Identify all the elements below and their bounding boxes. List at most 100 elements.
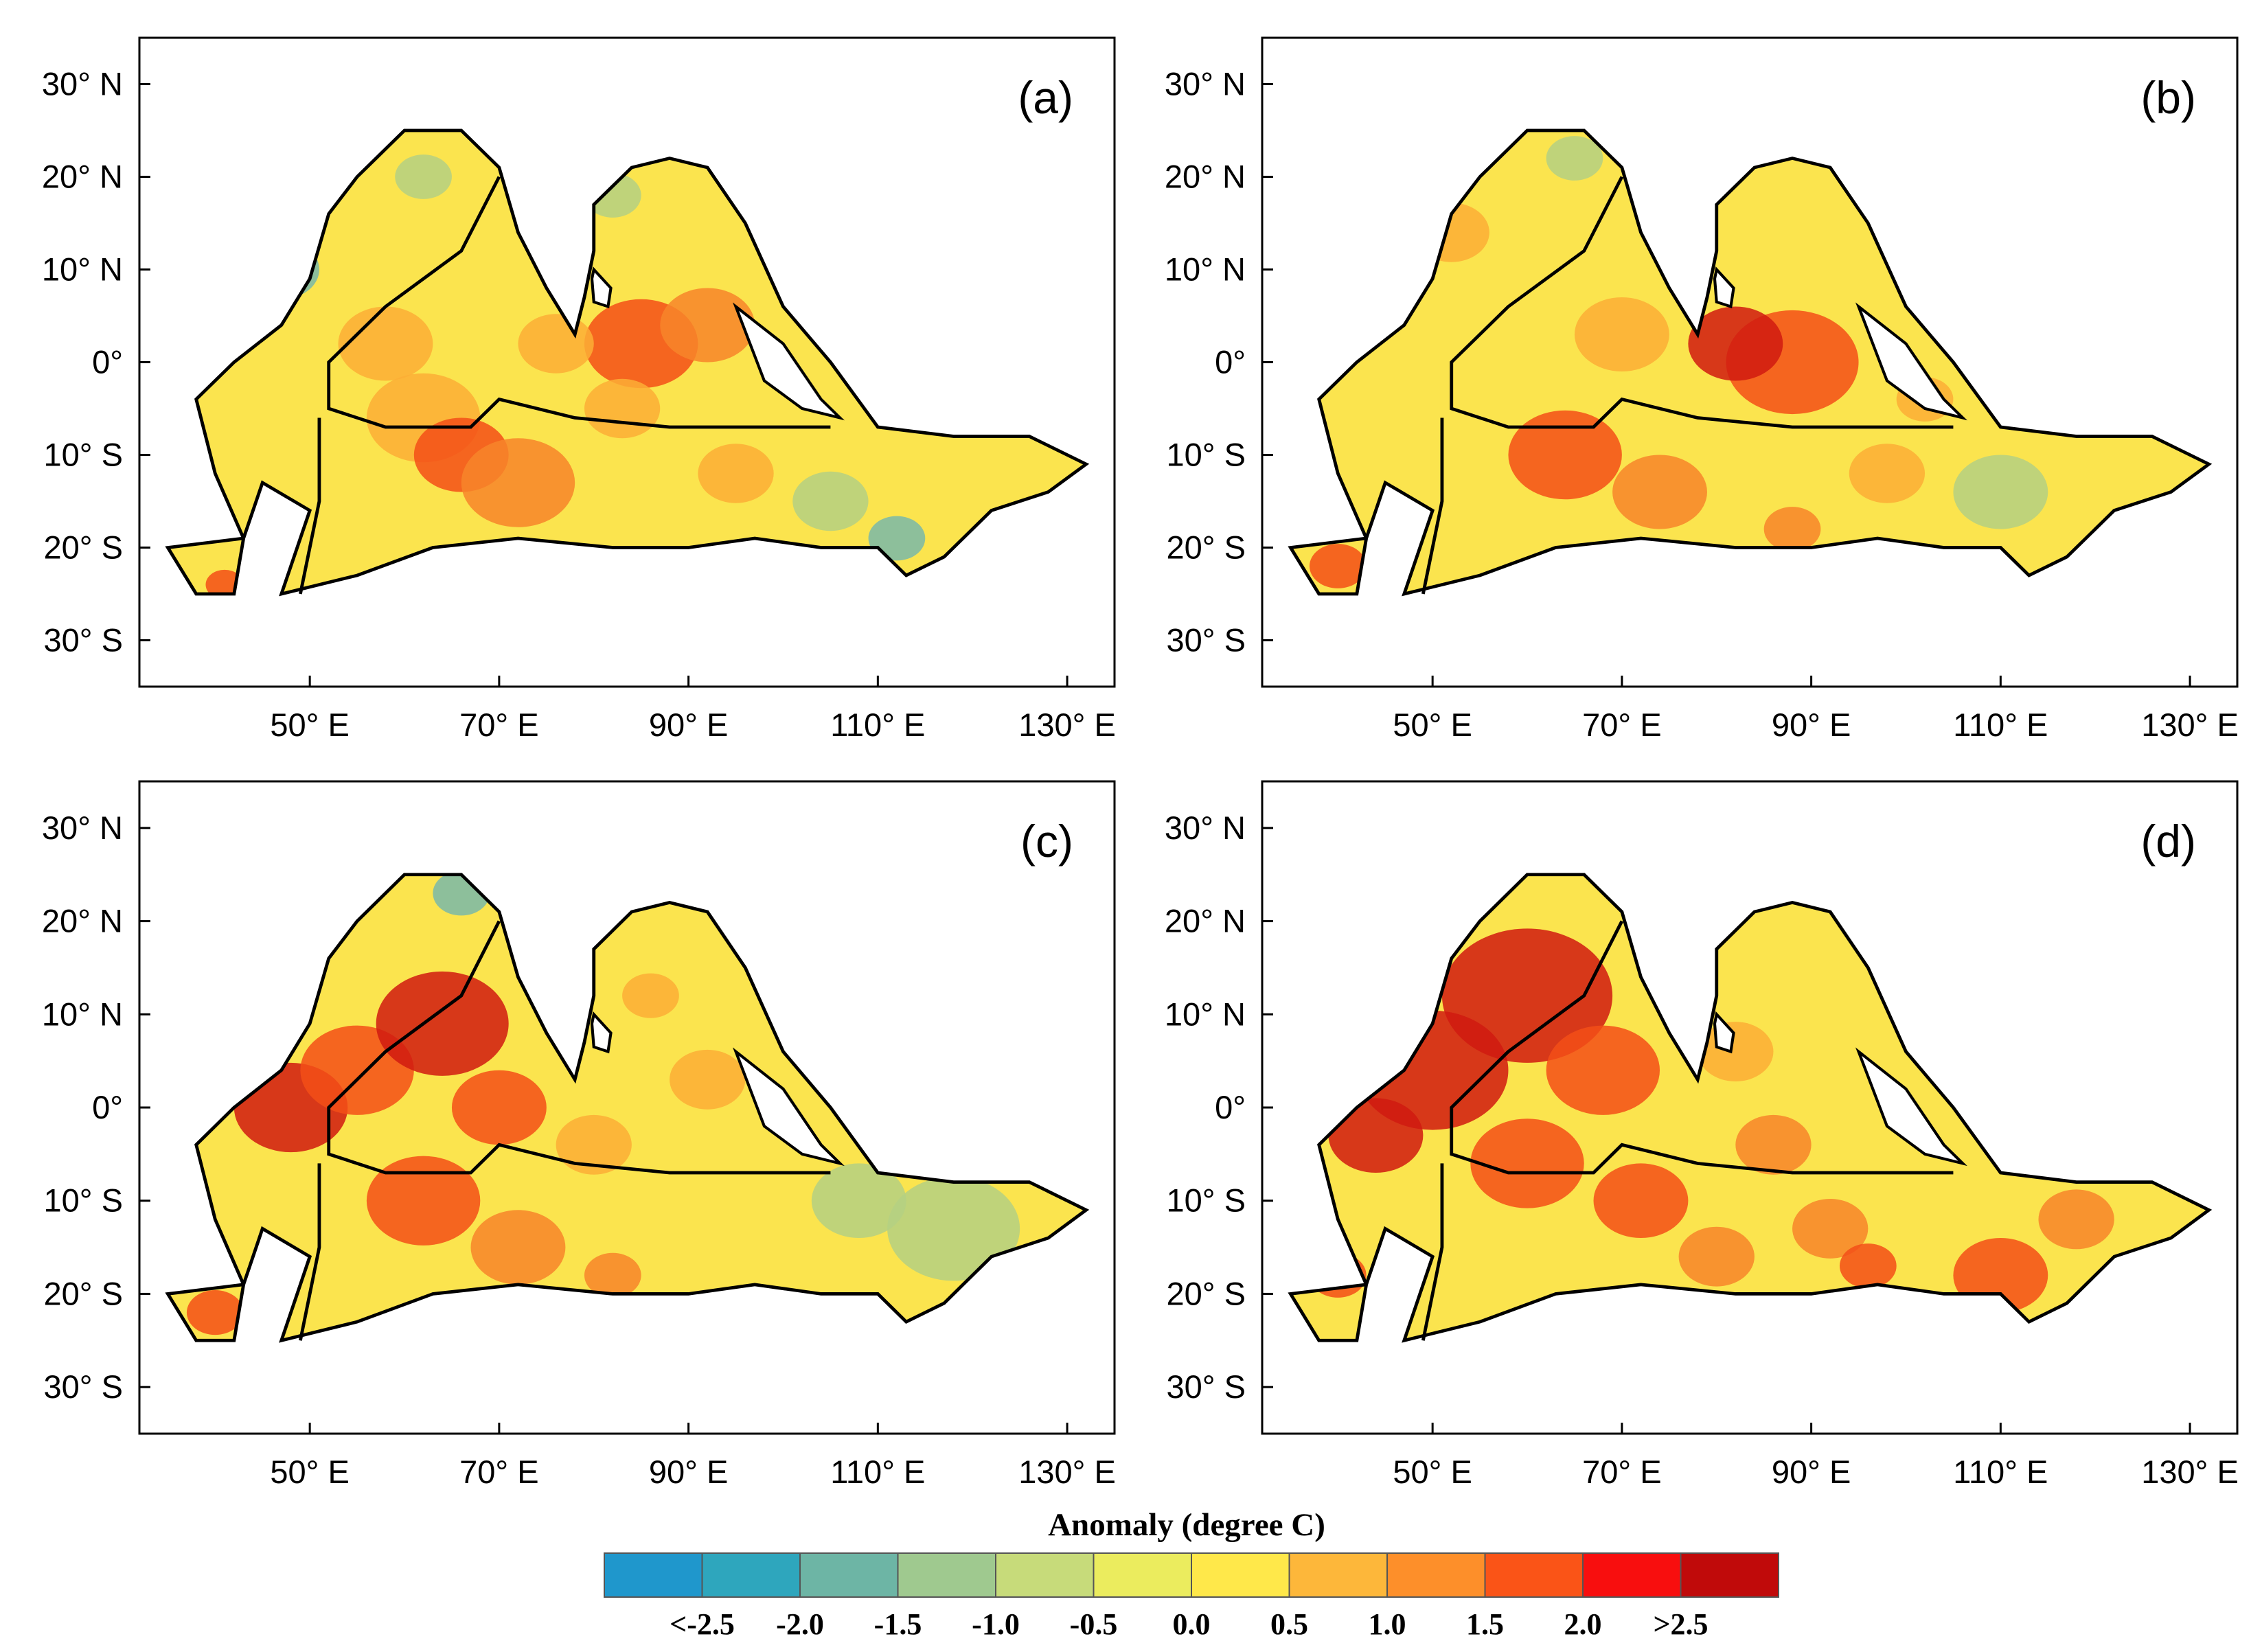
lat-tick-label: 10° S xyxy=(44,437,123,473)
anomaly-patch xyxy=(1678,1226,1755,1287)
coast-feature xyxy=(590,266,613,309)
anomaly-patch xyxy=(451,1070,547,1145)
lat-tick-label: 30° S xyxy=(44,1368,123,1405)
anomaly-patch xyxy=(1763,507,1821,551)
lat-tick-label: 10° N xyxy=(1165,251,1246,288)
colorbar-tick-label: 2.0 xyxy=(1564,1607,1602,1641)
lat-tick-label: 30° N xyxy=(1165,66,1246,102)
lon-tick-label: 90° E xyxy=(1772,707,1851,743)
lon-tick-label: 130° E xyxy=(2141,1454,2239,1490)
panel-label: (d) xyxy=(2140,816,2196,867)
lon-tick-label: 130° E xyxy=(1018,1454,1116,1490)
lat-tick-label: 20° N xyxy=(1165,903,1246,939)
anomaly-patch xyxy=(395,154,452,199)
anomaly-patch xyxy=(2038,1189,2114,1250)
colorbar-tick-label: -1.5 xyxy=(874,1607,922,1641)
coast-feature xyxy=(1855,1047,1967,1167)
lat-tick-label: 20° S xyxy=(1167,1275,1246,1311)
lon-tick-label: 90° E xyxy=(649,1454,728,1490)
anomaly-patch xyxy=(1470,1118,1584,1208)
region-boundary xyxy=(1450,176,1954,429)
anomaly-patch xyxy=(1309,544,1367,588)
lon-tick-label: 130° E xyxy=(1018,707,1116,743)
colorbar-tick-label: 1.0 xyxy=(1369,1607,1406,1641)
anomaly-patch xyxy=(887,1176,1020,1281)
coast-feature xyxy=(1855,302,1967,421)
lon-tick-label: 70° E xyxy=(459,707,538,743)
colorbar-tick-label: 0.5 xyxy=(1270,1607,1308,1641)
lat-tick-label: 30° S xyxy=(1167,622,1246,658)
map-panel: 30° N 20° N 10° N 0° 10° S 20° S 30° S 50° E 70°… xyxy=(42,36,1116,743)
anomaly-patch xyxy=(584,378,661,439)
lat-tick-label: 30° N xyxy=(42,810,123,846)
anomaly-patch xyxy=(1849,444,1926,503)
anomaly-patch xyxy=(698,444,774,503)
lon-tick-label: 70° E xyxy=(459,1454,538,1490)
map-panel: 30° N 20° N 10° N 0° 10° S 20° S 30° S 50° E 70°… xyxy=(1165,780,2239,1490)
anomaly-patch xyxy=(1441,928,1613,1063)
map-panel: 30° N 20° N 10° N 0° 10° S 20° S 30° S 50° E 70°… xyxy=(42,780,1116,1490)
lat-tick-label: 10° S xyxy=(44,1182,123,1219)
coast-feature xyxy=(1713,266,1735,309)
colorbar-tick-label: -0.5 xyxy=(1070,1607,1118,1641)
anomaly-patch xyxy=(1593,1163,1689,1238)
anomaly-patch xyxy=(556,1114,632,1175)
colorbar-tick-label: -2.0 xyxy=(776,1607,824,1641)
lat-tick-label: 0° xyxy=(92,1089,123,1125)
lat-tick-label: 10° S xyxy=(1167,1182,1246,1219)
anomaly-patch xyxy=(670,1049,746,1110)
lat-tick-label: 30° S xyxy=(1167,1368,1246,1405)
anomaly-patch xyxy=(811,1163,906,1238)
lon-tick-label: 110° E xyxy=(1953,1454,2048,1490)
colorbar-tick-label: 0.0 xyxy=(1173,1607,1211,1641)
anomaly-patch xyxy=(1574,297,1669,371)
colorbar-tick-label: >2.5 xyxy=(1653,1607,1708,1641)
colorbar-swatch xyxy=(1191,1552,1290,1598)
lon-tick-label: 50° E xyxy=(1393,1454,1472,1490)
lon-tick-label: 130° E xyxy=(2141,707,2239,743)
anomaly-patch xyxy=(518,314,594,374)
lat-tick-label: 20° S xyxy=(44,529,123,566)
panel-label: (b) xyxy=(2140,72,2196,123)
anomaly-patch xyxy=(186,1290,244,1335)
lon-tick-label: 50° E xyxy=(270,707,349,743)
lon-tick-label: 90° E xyxy=(1772,1454,1851,1490)
lat-tick-label: 0° xyxy=(1215,344,1246,380)
lon-tick-label: 70° E xyxy=(1582,1454,1661,1490)
coast-feature xyxy=(732,302,845,421)
anomaly-patch xyxy=(243,240,319,299)
anomaly-patch xyxy=(622,973,679,1018)
anomaly-patch xyxy=(660,288,755,363)
colorbar-tick-label: 1.5 xyxy=(1466,1607,1504,1641)
anomaly-patch xyxy=(1735,1114,1812,1175)
colorbar-swatch xyxy=(604,1552,703,1598)
lat-tick-label: 0° xyxy=(92,344,123,380)
anomaly-patch xyxy=(868,516,926,561)
lon-tick-label: 50° E xyxy=(1393,707,1472,743)
coast-feature xyxy=(590,1011,613,1054)
panel-label: (c) xyxy=(1020,816,1073,867)
lat-tick-label: 10° N xyxy=(42,251,123,288)
colorbar-swatch xyxy=(1093,1552,1192,1598)
colorbar-swatch xyxy=(1582,1552,1682,1598)
anomaly-patch xyxy=(1688,306,1783,381)
region-boundary xyxy=(1421,1163,1444,1341)
anomaly-patch xyxy=(1792,1199,1869,1259)
lat-tick-label: 20° N xyxy=(42,903,123,939)
region-boundary xyxy=(299,1163,321,1341)
anomaly-patch xyxy=(461,438,575,527)
anomaly-patch xyxy=(792,471,869,531)
colorbar-swatch xyxy=(1386,1552,1486,1598)
region-boundary xyxy=(299,417,321,595)
colorbar-swatch xyxy=(799,1552,899,1598)
lat-tick-label: 20° N xyxy=(1165,159,1246,195)
anomaly-patch xyxy=(366,1156,481,1246)
anomaly-patch xyxy=(1328,1098,1424,1173)
colorbar-tick-label: <-2.5 xyxy=(670,1607,735,1641)
lat-tick-label: 20° S xyxy=(1167,529,1246,566)
anomaly-patch xyxy=(1546,136,1603,181)
lon-tick-label: 110° E xyxy=(830,1454,925,1490)
lon-tick-label: 70° E xyxy=(1582,707,1661,743)
colorbar-swatch xyxy=(701,1552,801,1598)
